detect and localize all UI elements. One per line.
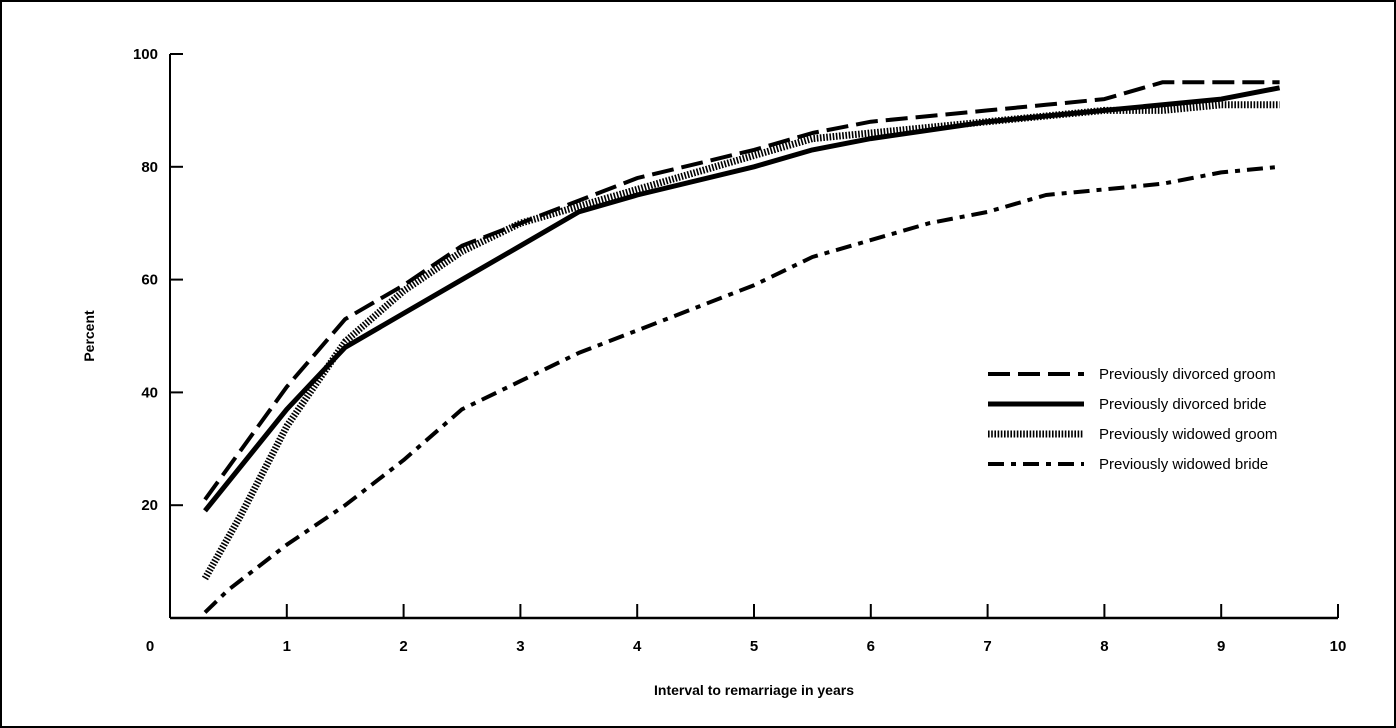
x-axis-title: Interval to remarriage in years — [654, 682, 854, 698]
series-line-1 — [203, 80, 1280, 501]
x-tick-label: 10 — [1330, 638, 1347, 655]
tick-marks: 0 1 2 3 4 5 6 7 8 9 10 20 40 60 80 100 — [133, 46, 1346, 655]
y-tick-label: 100 — [133, 46, 158, 63]
axes — [169, 54, 1338, 620]
legend-label-4: Previously widowed bride — [1099, 456, 1268, 473]
x-tick-label: 2 — [399, 638, 407, 655]
x-tick-label: 6 — [867, 638, 875, 655]
legend-label-1: Previously divorced groom — [1099, 366, 1276, 383]
x-tick-label: 1 — [283, 638, 291, 655]
legend-label-2: Previously divorced bride — [1099, 396, 1267, 413]
y-tick-label: 80 — [141, 159, 158, 176]
x-tick-label: 5 — [750, 638, 758, 655]
legend: Previously divorced groom Previously divo… — [988, 366, 1277, 473]
x-tick-label: 9 — [1217, 638, 1225, 655]
y-axis-title: Percent — [81, 310, 97, 362]
x-tick-label: 7 — [983, 638, 991, 655]
series-line-4 — [203, 164, 1280, 614]
series-line-3 — [201, 101, 1280, 581]
y-tick-label: 20 — [141, 497, 158, 514]
y-tick-label: 60 — [141, 272, 158, 289]
x-tick-label: 3 — [516, 638, 524, 655]
legend-label-3: Previously widowed groom — [1099, 426, 1277, 443]
y-tick-label: 40 — [141, 384, 158, 401]
x-tick-label: 8 — [1100, 638, 1108, 655]
x-tick-label: 4 — [633, 638, 642, 655]
x-tick-label: 0 — [146, 638, 154, 655]
series-layer — [201, 80, 1281, 614]
